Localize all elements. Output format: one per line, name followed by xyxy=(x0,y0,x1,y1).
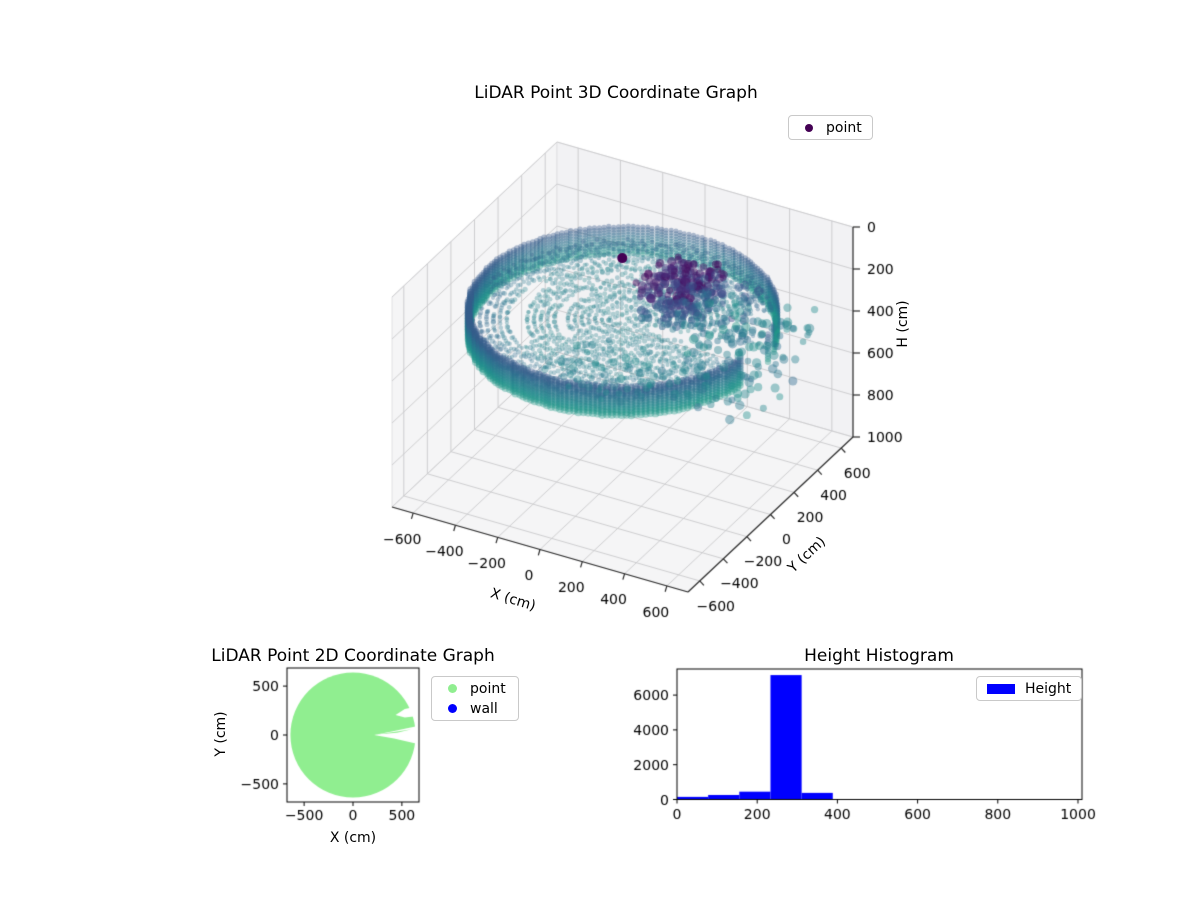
wall-marker-icon xyxy=(448,704,457,713)
plot2d-legend-label-wall: wall xyxy=(470,700,498,717)
plot2d-ylabel: Y (cm) xyxy=(213,711,229,757)
plot2d-xlabel: X (cm) xyxy=(329,830,377,846)
plot2d-legend: point wall xyxy=(431,676,519,721)
point-marker-icon xyxy=(805,123,813,132)
hist-legend: Height xyxy=(976,676,1083,701)
hist-title: Height Histogram xyxy=(804,646,954,666)
plot3d-zlabel: H (cm) xyxy=(895,300,911,348)
plot2d-legend-label-point: point xyxy=(470,680,506,697)
hist-legend-label: Height xyxy=(1025,680,1072,697)
point-marker-icon xyxy=(448,684,457,693)
plot3d-legend-label: point xyxy=(826,119,862,136)
plot3d-title: LiDAR Point 3D Coordinate Graph xyxy=(474,83,758,103)
plot2d-title: LiDAR Point 2D Coordinate Graph xyxy=(211,646,495,666)
plot3d-legend: point xyxy=(788,115,873,140)
height-bar-swatch-icon xyxy=(987,683,1015,694)
